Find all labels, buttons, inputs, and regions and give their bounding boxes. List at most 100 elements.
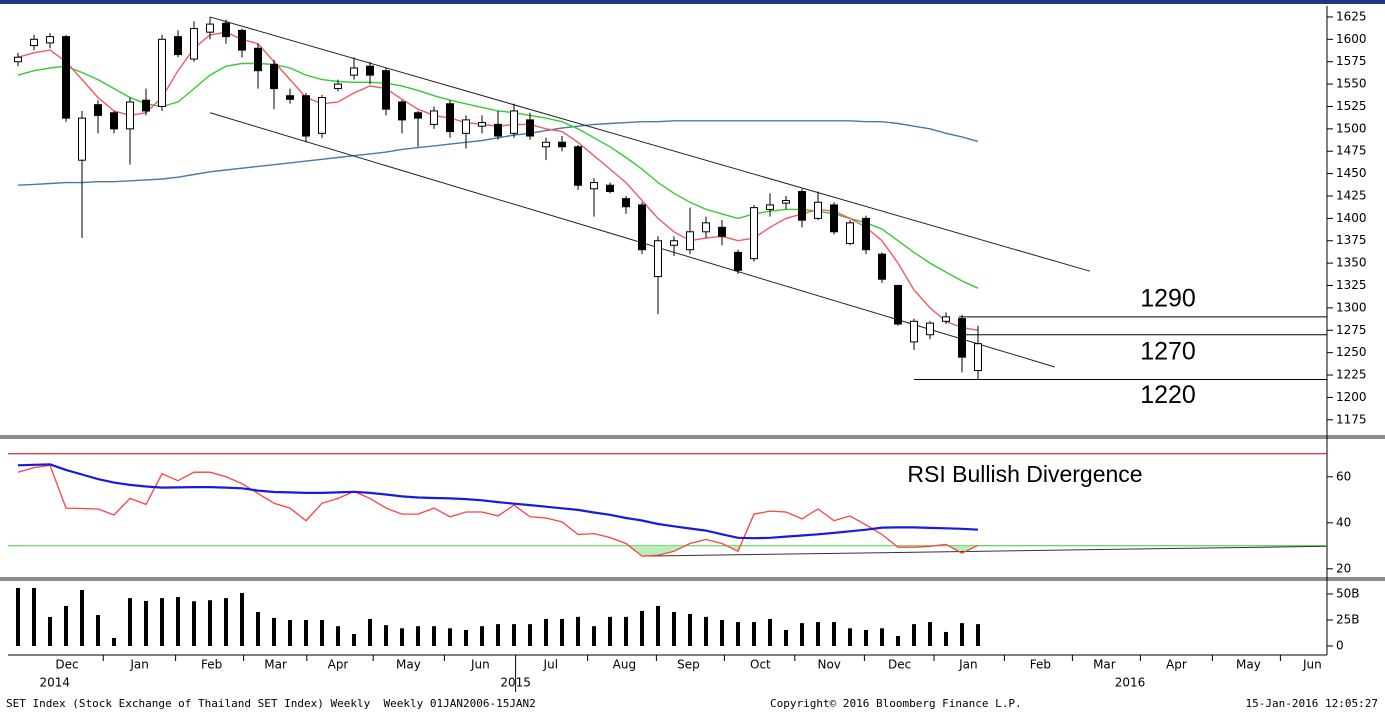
volume-bar [784,629,788,646]
volume-bar [944,631,948,646]
panel-separator [0,577,1385,581]
rsi-line [17,463,979,540]
volume-bar [400,628,404,646]
y-tick-label: 60 [1336,469,1351,483]
candle-body [446,103,454,133]
y-tick-label: 0 [1336,638,1344,652]
trend-line [641,545,1328,557]
x-tick-label: Mar [1093,658,1116,672]
y-tick-label: 1250 [1336,345,1367,359]
x-tick-label: May [396,658,421,672]
x-tick-label: Jan [129,658,149,672]
volume-bar [800,623,804,646]
volume-bar [176,597,180,646]
x-tick-label: Jan [958,658,978,672]
y-tick-label: 1300 [1336,300,1367,314]
candle-body [526,119,534,137]
candle-body [974,343,982,372]
candle-body [734,251,742,271]
candle-body [142,99,150,112]
year-label: 2015 [500,676,531,690]
candle-body [750,207,758,260]
candle-body [558,141,566,148]
volume-bar [496,624,500,646]
candle-body [494,123,502,137]
y-tick-label: 1350 [1336,256,1367,270]
y-tick-label: 1475 [1336,144,1367,158]
x-tick-label: Jun [470,658,490,672]
footer-left: SET Index (Stock Exchange of Thailand SE… [6,697,536,710]
candle-body [622,198,630,208]
candle-body [654,240,662,278]
volume-bar [896,636,900,646]
volume-bar [368,618,372,646]
volume-bar [752,622,756,646]
volume-bar [384,625,388,646]
candle-body [894,285,902,325]
volume-bar [160,598,164,646]
volume-bar [672,611,676,646]
volume-bar [64,605,68,646]
candle-body [46,36,54,44]
volume-bar [80,590,84,646]
volume-bar [976,624,980,646]
level-label: 1290 [1140,284,1196,312]
volume-bar [464,629,468,646]
volume-bar [336,626,340,646]
volume-bar [608,616,612,646]
candle-body [238,29,246,51]
candle-body [430,110,438,125]
y-tick-label: 50B [1336,586,1360,600]
candle-body [702,222,710,233]
candle-body [846,222,854,244]
rsi-line [17,464,979,557]
volume-bar [816,622,820,646]
y-tick-label: 1325 [1336,278,1367,292]
volume-bar [432,626,436,646]
volume-bar [928,622,932,646]
volume-bar [96,614,100,646]
candle-body [158,38,166,107]
x-tick-label: Aug [613,658,636,672]
candle-body [110,112,118,130]
candle-body [782,199,790,204]
volume-bar [880,628,884,646]
x-tick-label: Jun [1302,658,1322,672]
volume-bar [656,605,660,646]
volume-bar [736,622,740,646]
y-tick-label: 1525 [1336,99,1367,113]
candle-body [942,316,950,322]
volume-bar [528,624,532,646]
footer-right: 15-Jan-2016 12:05:27 [1246,697,1378,710]
volume-bar [832,622,836,646]
candle-body [30,38,38,47]
level-label: 1220 [1140,381,1196,409]
candle-body [126,101,134,130]
candle-body [254,47,262,72]
y-tick-label: 1375 [1336,233,1367,247]
x-tick-label: Mar [264,658,287,672]
y-tick-label: 20 [1336,561,1351,575]
candle-body [334,83,342,90]
volume-bar [704,616,708,646]
y-tick-label: 25B [1336,612,1360,626]
candle-body [382,70,390,110]
candle-body [878,253,886,280]
volume-bar [624,616,628,646]
candle-body [478,122,486,127]
volume-bar [352,634,356,646]
volume-bar [320,619,324,646]
x-tick-label: May [1236,658,1261,672]
y-tick-label: 1200 [1336,390,1367,404]
volume-bar [544,618,548,646]
candle-body [814,201,822,219]
candle-body [318,97,326,134]
candle-body [670,240,678,246]
x-tick-label: Dec [55,658,78,672]
footer-center: Copyright© 2016 Bloomberg Finance L.P. [770,697,1022,710]
candle-body [350,67,358,76]
volume-bar [960,623,964,646]
x-tick-label: Sep [677,658,700,672]
volume-bar [912,624,916,646]
